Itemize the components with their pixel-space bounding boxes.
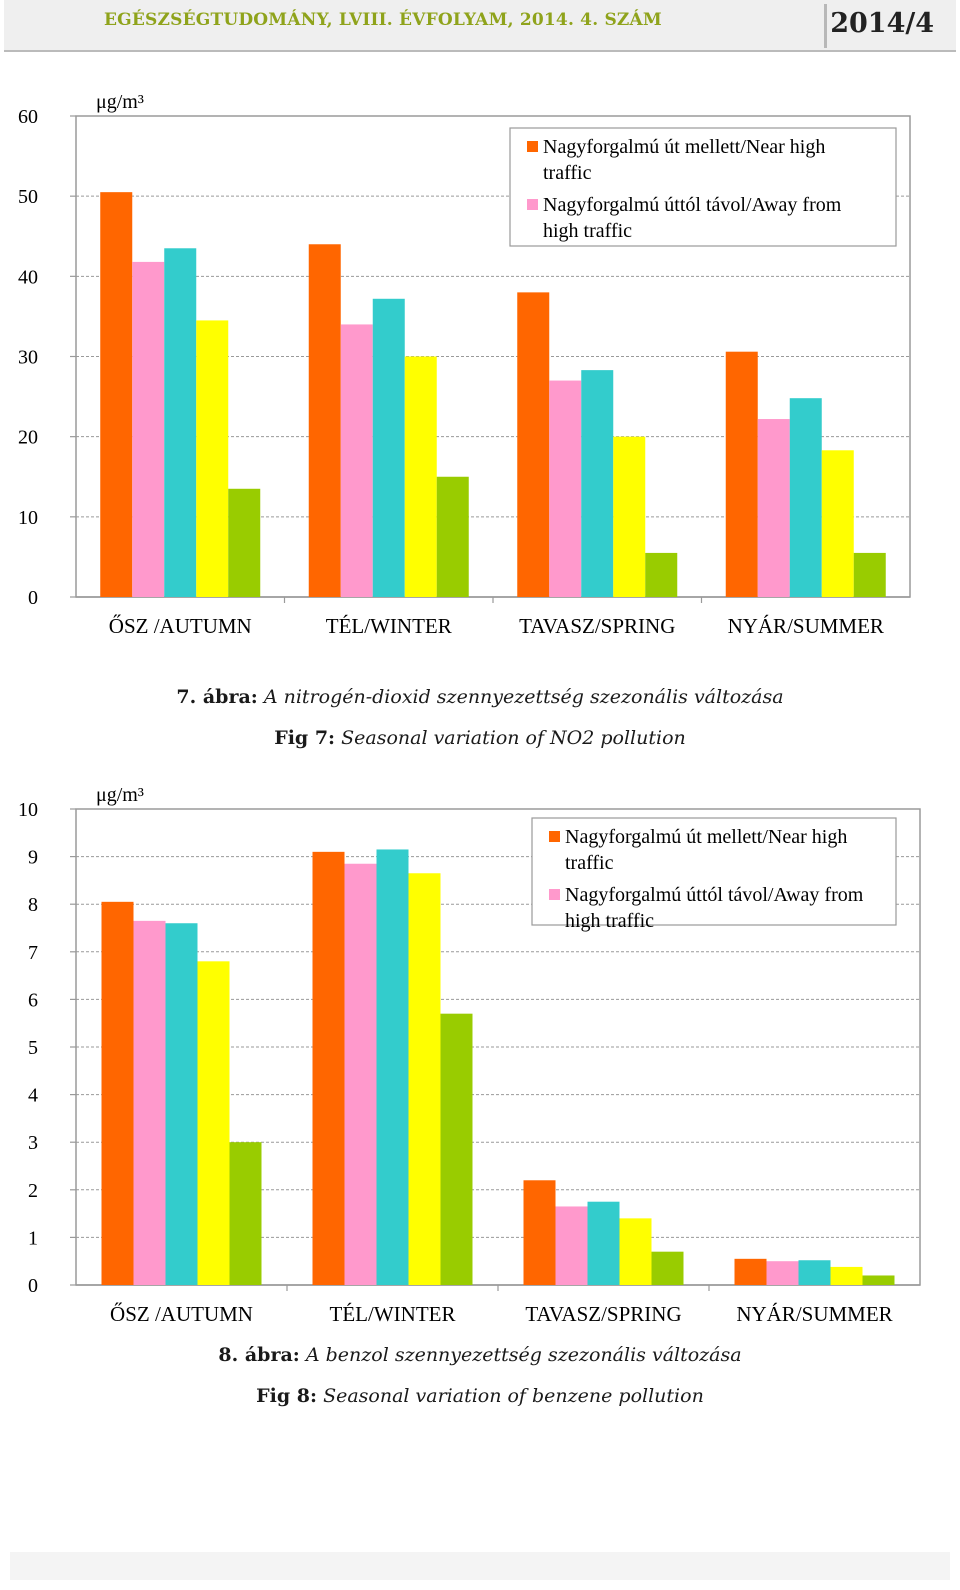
unit-label: μg/m³ — [96, 784, 144, 806]
legend-box — [531, 817, 897, 926]
caption-fig7-hu-label: 7. ábra: — [176, 686, 258, 708]
category-label-sz-autumn: ŐSZ /AUTUMN — [109, 614, 252, 638]
legend-label-2: Nagyforgalmú úttól távol/Away from high t… — [565, 884, 864, 932]
bar-tavasz-spring-series-3 — [581, 370, 614, 597]
bar-sz-autumn-series-4 — [196, 320, 229, 597]
bar-t-l-winter-series-5 — [440, 1013, 473, 1285]
bar-tavasz-spring-series-4 — [619, 1218, 652, 1285]
bar-sz-autumn-series-3 — [165, 923, 198, 1285]
y-tick-label: 1 — [28, 1227, 38, 1249]
legend-swatch-1 — [527, 141, 538, 152]
page-header: EGÉSZSÉGTUDOMÁNY, LVIII. ÉVFOLYAM, 2014.… — [4, 0, 956, 52]
bar-ny-r-summer-series-5 — [862, 1275, 895, 1285]
bar-tavasz-spring-series-5 — [651, 1251, 684, 1285]
unit-label: μg/m³ — [96, 91, 144, 113]
bar-sz-autumn-series-1 — [100, 192, 133, 597]
chart-no2: 0 10 20 30 40 50 60 μg/m³ ŐSZ /AUTUMN TÉL/WINTER T… — [18, 91, 911, 638]
bar-ny-r-summer-series-4 — [821, 450, 854, 597]
caption-fig8-en-label: Fig 8: — [256, 1385, 318, 1407]
caption-fig7-en-label: Fig 7: — [274, 727, 336, 749]
category-label-sz-autumn: ŐSZ /AUTUMN — [110, 1302, 253, 1326]
caption-fig8-hu-text: A benzol szennyezettség szezonális válto… — [305, 1344, 742, 1366]
y-tick-label: 7 — [28, 942, 38, 964]
y-tick-label: 30 — [18, 347, 38, 369]
issue-number: 2014/4 — [830, 8, 934, 39]
bar-t-l-winter-series-2 — [340, 324, 373, 597]
y-tick-label: 20 — [18, 427, 38, 449]
caption-fig7-en: Fig 7: Seasonal variation of NO2 polluti… — [0, 727, 960, 749]
caption-fig7-en-text: Seasonal variation of NO2 pollution — [341, 727, 686, 749]
bar-tavasz-spring-series-2 — [555, 1206, 588, 1285]
caption-fig7-hu-text: A nitrogén-dioxid szennyezettség szezoná… — [263, 686, 784, 708]
legend-swatch-2 — [527, 199, 538, 210]
bar-sz-autumn-series-2 — [133, 920, 166, 1285]
y-tick-label: 60 — [18, 106, 38, 128]
y-tick-label: 9 — [28, 847, 38, 869]
caption-fig8-hu: 8. ábra: A benzol szennyezettség szezoná… — [0, 1344, 960, 1366]
legend-label-2: Nagyforgalmú úttól távol/Away from high t… — [543, 194, 842, 242]
y-tick-label: 0 — [28, 587, 38, 609]
y-tick-label: 6 — [28, 989, 38, 1011]
caption-fig8-hu-label: 8. ábra: — [218, 1344, 300, 1366]
bar-tavasz-spring-series-5 — [645, 552, 678, 597]
y-tick-label: 3 — [28, 1132, 38, 1154]
legend-label-1: Nagyforgalmú út mellett/Near high traffic — [543, 136, 825, 184]
legend-label-1: Nagyforgalmú út mellett/Near high traffic — [565, 826, 847, 874]
bar-ny-r-summer-series-2 — [766, 1261, 799, 1285]
category-label-ny-r-summer: NYÁR/SUMMER — [728, 614, 884, 638]
bar-ny-r-summer-series-4 — [830, 1266, 863, 1285]
bar-tavasz-spring-series-3 — [587, 1201, 620, 1285]
category-label-ny-r-summer: NYÁR/SUMMER — [736, 1302, 892, 1326]
bar-t-l-winter-series-2 — [344, 863, 377, 1285]
category-label-tavasz-spring: TAVASZ/SPRING — [525, 1302, 681, 1326]
bar-t-l-winter-series-3 — [372, 298, 405, 597]
bar-ny-r-summer-series-1 — [725, 351, 758, 597]
bar-ny-r-summer-series-2 — [757, 419, 790, 597]
legend-swatch-1 — [549, 831, 560, 842]
bar-ny-r-summer-series-1 — [734, 1258, 767, 1285]
bar-ny-r-summer-series-5 — [853, 552, 886, 597]
legend-box — [509, 127, 897, 247]
header-divider — [824, 4, 827, 48]
y-tick-label: 0 — [28, 1275, 38, 1297]
bar-tavasz-spring-series-1 — [517, 292, 550, 597]
y-tick-label: 10 — [18, 799, 38, 821]
bar-t-l-winter-series-1 — [308, 244, 341, 597]
caption-fig7-hu: 7. ábra: A nitrogén-dioxid szennyezettsé… — [0, 686, 960, 708]
bar-tavasz-spring-series-4 — [613, 436, 646, 597]
category-label-t-l-winter: TÉL/WINTER — [330, 1302, 456, 1326]
bar-ny-r-summer-series-3 — [798, 1260, 831, 1285]
bar-tavasz-spring-series-1 — [523, 1180, 556, 1285]
category-label-t-l-winter: TÉL/WINTER — [326, 614, 452, 638]
y-tick-label: 8 — [28, 894, 38, 916]
legend-swatch-2 — [549, 889, 560, 900]
bar-sz-autumn-series-4 — [197, 961, 230, 1285]
y-tick-label: 50 — [18, 186, 38, 208]
journal-title: EGÉSZSÉGTUDOMÁNY, LVIII. ÉVFOLYAM, 2014.… — [104, 10, 662, 30]
bar-tavasz-spring-series-2 — [549, 380, 582, 597]
bar-sz-autumn-series-2 — [132, 261, 165, 597]
bar-ny-r-summer-series-3 — [789, 398, 822, 597]
bar-sz-autumn-series-1 — [101, 901, 134, 1285]
bar-sz-autumn-series-3 — [164, 248, 197, 597]
y-tick-label: 10 — [18, 507, 38, 529]
bar-t-l-winter-series-5 — [436, 476, 469, 597]
bar-sz-autumn-series-5 — [228, 488, 261, 597]
y-tick-label: 4 — [28, 1085, 38, 1107]
category-label-tavasz-spring: TAVASZ/SPRING — [519, 614, 675, 638]
bar-sz-autumn-series-5 — [229, 1142, 262, 1285]
y-tick-label: 40 — [18, 266, 38, 288]
footer-strip — [10, 1552, 950, 1580]
caption-fig8-en: Fig 8: Seasonal variation of benzene pol… — [0, 1385, 960, 1407]
bar-t-l-winter-series-1 — [312, 851, 345, 1285]
bar-t-l-winter-series-4 — [404, 356, 437, 597]
caption-fig8-en-text: Seasonal variation of benzene pollution — [323, 1385, 704, 1407]
bar-t-l-winter-series-4 — [408, 873, 441, 1285]
y-tick-label: 2 — [28, 1180, 38, 1202]
y-tick-label: 5 — [28, 1037, 38, 1059]
chart-benzene: 0 1 2 3 4 5 6 7 8 9 10 μg/m³ ŐSZ /AUTUMN TÉL/WINTER TA… — [18, 784, 921, 1326]
bar-t-l-winter-series-3 — [376, 849, 409, 1285]
